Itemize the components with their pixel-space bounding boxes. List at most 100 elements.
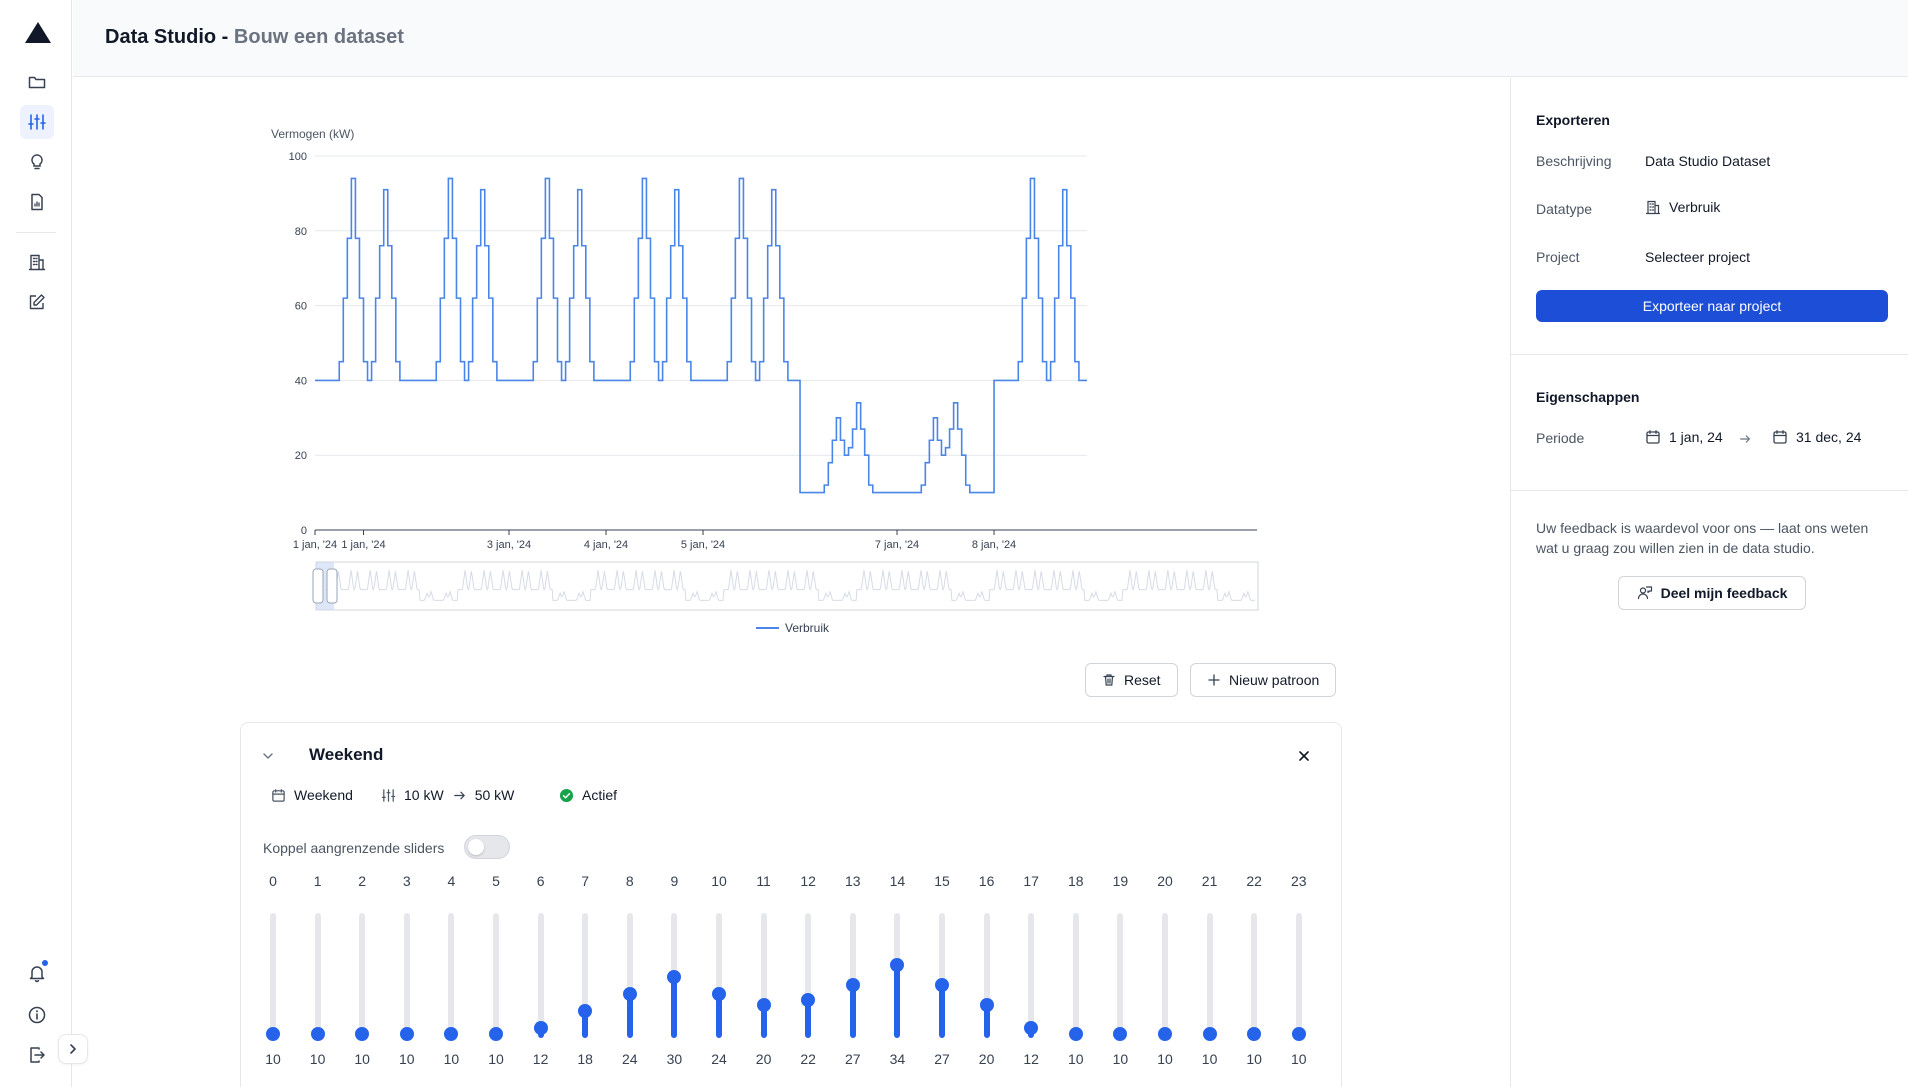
data-zoom-handle-right[interactable] [326,568,338,604]
sidebar-item-data-studio[interactable] [20,105,54,139]
hour-slider-22[interactable]: 22 10 [1232,873,1276,1087]
data-zoom-handle-left[interactable] [312,568,324,604]
slider-thumb[interactable] [533,1021,548,1036]
legend-label-verbruik[interactable]: Verbruik [785,621,830,635]
slider-track[interactable] [1295,913,1302,1038]
slider-thumb[interactable] [667,969,682,984]
project-select[interactable]: Selecteer project [1645,249,1750,265]
slider-track[interactable] [1162,913,1168,1038]
logout-button[interactable] [20,1038,54,1072]
hour-slider-15[interactable]: 15 27 [920,873,964,1087]
link-sliders-toggle[interactable] [464,835,510,859]
hour-slider-14[interactable]: 14 34 [875,873,919,1087]
hour-slider-9[interactable]: 9 30 [652,873,696,1087]
slider-thumb[interactable] [622,986,637,1001]
sidebar-item-buildings[interactable] [20,245,54,279]
slider-track[interactable] [805,913,812,1038]
sidebar-item-reports[interactable] [20,185,54,219]
hour-slider-23[interactable]: 23 10 [1277,873,1321,1087]
slider-track[interactable] [939,913,945,1038]
hour-slider-19[interactable]: 19 10 [1098,873,1142,1087]
close-pattern-button[interactable] [1293,745,1315,767]
hour-slider-13[interactable]: 13 27 [831,873,875,1087]
slider-thumb[interactable] [1291,1027,1306,1041]
export-to-project-button[interactable]: Exporteer naar project [1536,290,1888,322]
slider-thumb[interactable] [935,978,949,993]
sidebar-item-insights[interactable] [20,145,54,179]
hour-slider-18[interactable]: 18 10 [1054,873,1098,1087]
slider-track[interactable] [537,913,544,1038]
hour-slider-0[interactable]: 0 10 [251,873,295,1087]
hour-slider-8[interactable]: 8 24 [608,873,652,1087]
slider-thumb[interactable] [310,1027,325,1041]
slider-track[interactable] [1251,913,1258,1038]
slider-track[interactable] [760,913,767,1038]
hour-slider-17[interactable]: 17 12 [1009,873,1053,1087]
slider-track[interactable] [582,913,589,1038]
slider-track[interactable] [716,913,722,1038]
slider-thumb[interactable] [1202,1027,1217,1041]
share-feedback-button[interactable]: Deel mijn feedback [1618,576,1806,610]
period-to[interactable]: 31 dec, 24 [1772,429,1861,445]
slider-track[interactable] [1117,913,1124,1038]
notifications-button[interactable] [20,956,54,990]
data-zoom-track[interactable] [315,561,1259,611]
slider-thumb[interactable] [578,1004,593,1018]
hour-slider-7[interactable]: 7 18 [563,873,607,1087]
hour-slider-4[interactable]: 4 10 [429,873,473,1087]
expand-sidebar-button[interactable] [58,1034,88,1064]
slider-track[interactable] [1072,913,1079,1038]
hour-slider-12[interactable]: 12 22 [786,873,830,1087]
hour-slider-2[interactable]: 2 10 [340,873,384,1087]
datatype-value[interactable]: Verbruik [1645,199,1720,215]
consumption-chart[interactable]: Vermogen (kW) 0 20 40 60 80 100 1 jan, '24 1 j… [265,120,1285,640]
description-value[interactable]: Data Studio Dataset [1645,153,1770,169]
slider-thumb[interactable] [979,998,994,1013]
hour-slider-10[interactable]: 10 24 [697,873,741,1087]
slider-thumb[interactable] [489,1027,503,1041]
slider-thumb[interactable] [266,1027,280,1041]
hour-slider-20[interactable]: 20 10 [1143,873,1187,1087]
slider-track[interactable] [1206,913,1213,1038]
slider-thumb[interactable] [355,1027,370,1041]
logo-icon[interactable] [24,20,52,44]
slider-thumb[interactable] [1113,1027,1128,1041]
slider-thumb[interactable] [845,978,860,993]
slider-thumb[interactable] [756,998,771,1013]
slider-track[interactable] [983,913,990,1038]
slider-track[interactable] [403,913,410,1038]
slider-value: 20 [978,1051,995,1067]
slider-thumb[interactable] [890,958,905,972]
slider-thumb[interactable] [712,986,726,1001]
hour-slider-3[interactable]: 3 10 [385,873,429,1087]
sidebar-item-files[interactable] [20,65,54,99]
hour-slider-21[interactable]: 21 10 [1188,873,1232,1087]
slider-track[interactable] [626,913,633,1038]
slider-thumb[interactable] [801,992,816,1007]
slider-thumb[interactable] [1024,1021,1039,1036]
hour-slider-5[interactable]: 5 10 [474,873,518,1087]
slider-track[interactable] [493,913,499,1038]
hour-slider-1[interactable]: 1 10 [296,873,340,1087]
new-pattern-button[interactable]: Nieuw patroon [1190,663,1337,697]
slider-track[interactable] [314,913,321,1038]
info-button[interactable] [20,998,54,1032]
reset-button[interactable]: Reset [1085,663,1178,697]
slider-thumb[interactable] [399,1027,414,1041]
slider-thumb[interactable] [1158,1027,1172,1041]
sidebar-item-edit[interactable] [20,285,54,319]
slider-track[interactable] [270,913,276,1038]
slider-thumb[interactable] [1247,1027,1262,1041]
slider-thumb[interactable] [444,1027,459,1041]
hour-slider-16[interactable]: 16 20 [965,873,1009,1087]
chevron-down-icon[interactable] [261,749,275,763]
slider-track[interactable] [1028,913,1035,1038]
slider-track[interactable] [359,913,366,1038]
slider-value: 10 [265,1051,281,1067]
slider-track[interactable] [448,913,455,1038]
hour-slider-11[interactable]: 11 20 [742,873,786,1087]
hour-slider-6[interactable]: 6 12 [519,873,563,1087]
slider-thumb[interactable] [1068,1027,1083,1041]
period-from[interactable]: 1 jan, 24 [1645,429,1723,445]
slider-track[interactable] [849,913,856,1038]
